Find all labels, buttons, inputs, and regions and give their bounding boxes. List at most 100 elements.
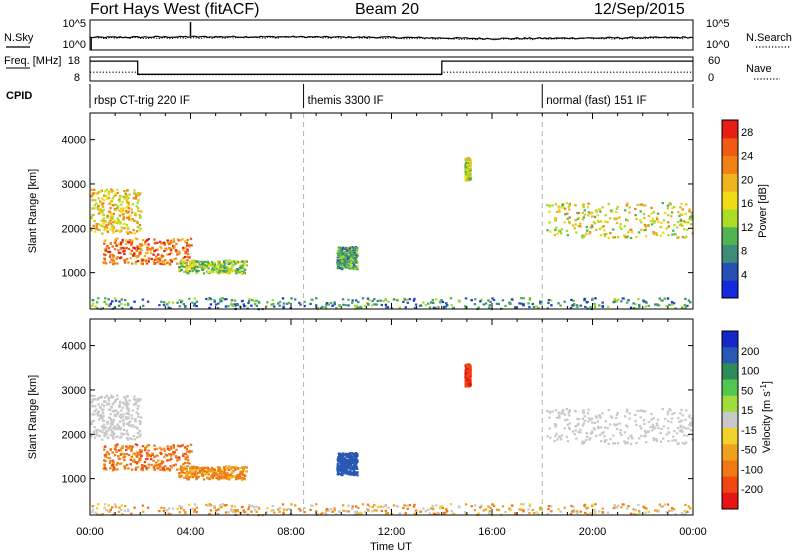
data-cell (163, 469, 166, 472)
data-cell (594, 415, 598, 418)
data-cell (579, 225, 582, 228)
data-cell (348, 452, 352, 455)
data-cell (203, 470, 206, 473)
data-cell (491, 297, 494, 300)
data-cell (683, 442, 686, 445)
data-cell (117, 411, 120, 414)
data-cell (180, 301, 183, 304)
data-cell (367, 509, 370, 512)
data-cell (633, 307, 636, 310)
data-cell (635, 217, 638, 220)
data-cell (157, 253, 160, 256)
data-cell (688, 210, 691, 213)
data-cell (109, 242, 112, 245)
data-cell (98, 228, 101, 232)
data-cell (164, 465, 167, 468)
data-cell (96, 208, 100, 211)
data-cell (528, 305, 531, 309)
data-cell (356, 474, 359, 477)
data-cell (353, 463, 357, 466)
data-cell (147, 463, 151, 466)
data-cell (355, 256, 358, 259)
data-cell (181, 471, 184, 474)
data-cell (501, 505, 505, 508)
data-cell (634, 420, 637, 423)
data-cell (159, 446, 162, 449)
data-cell (645, 235, 648, 238)
data-cell (336, 252, 339, 255)
data-cell (158, 258, 162, 261)
data-cell (139, 245, 142, 248)
data-cell (132, 197, 135, 200)
data-cell (484, 302, 488, 305)
freq-label: Freq. [MHz] (4, 55, 61, 67)
data-cell (127, 447, 131, 450)
data-cell (466, 158, 469, 161)
data-cell (100, 307, 103, 310)
data-cell (219, 472, 222, 475)
data-cell (598, 414, 601, 417)
data-cell (111, 189, 115, 193)
data-cell (95, 202, 98, 205)
cpid-panel: CPID rbsp CT-trig 220 IF themis 3300 IF no… (6, 84, 694, 108)
data-cell (343, 261, 347, 264)
data-cell (581, 440, 584, 443)
data-cell (107, 247, 111, 250)
data-cell (117, 457, 121, 460)
data-cell (125, 429, 128, 432)
data-cell (91, 404, 94, 407)
data-cell (120, 210, 123, 213)
data-cell (134, 468, 137, 471)
data-cell (574, 425, 578, 428)
data-cell (135, 205, 138, 208)
data-cell (126, 302, 130, 305)
data-cell (160, 300, 163, 303)
data-cell (464, 503, 468, 506)
data-cell (228, 465, 231, 468)
data-cell (347, 267, 350, 270)
data-cell (522, 510, 525, 513)
data-cell (250, 510, 253, 513)
data-cell (233, 505, 237, 508)
data-cell (572, 505, 575, 508)
data-cell (169, 239, 173, 242)
data-cell (150, 463, 153, 466)
data-cell (584, 305, 587, 308)
data-cell (273, 511, 276, 514)
data-cell (315, 503, 318, 506)
data-cell (566, 234, 570, 237)
data-cell (172, 240, 175, 243)
data-cell (108, 255, 112, 258)
data-cell (124, 211, 128, 214)
data-cell (213, 506, 216, 509)
data-cell (665, 511, 668, 514)
data-cell (465, 368, 468, 371)
data-cell (185, 447, 188, 450)
data-cell (122, 424, 125, 427)
data-cell (111, 435, 115, 439)
data-cell (169, 455, 173, 458)
data-cell (342, 456, 345, 459)
data-cell (628, 211, 631, 214)
data-cell (347, 264, 350, 267)
data-cell (492, 298, 496, 301)
data-cell (195, 269, 198, 273)
data-cell (403, 298, 407, 301)
data-cell (315, 510, 318, 513)
data-cell (579, 222, 582, 225)
data-cell (408, 504, 412, 507)
data-cell (342, 454, 345, 457)
data-cell (240, 265, 243, 268)
data-cell (408, 298, 412, 301)
data-cell (676, 221, 680, 224)
data-cell (123, 259, 126, 262)
data-cell (639, 416, 642, 419)
data-cell (130, 208, 133, 211)
data-cell (175, 250, 178, 253)
data-cell (190, 465, 193, 468)
data-cell (153, 238, 156, 241)
data-cell (161, 255, 164, 258)
data-cell (152, 466, 156, 469)
data-cell (353, 253, 356, 256)
data-cell (219, 300, 222, 303)
